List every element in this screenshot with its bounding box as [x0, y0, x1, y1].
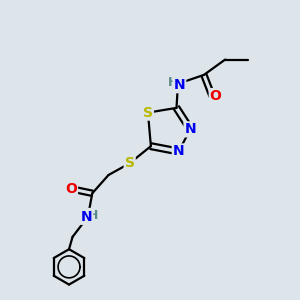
Text: N: N — [81, 210, 92, 224]
Text: N: N — [173, 145, 184, 158]
Text: H: H — [88, 209, 98, 222]
Text: S: S — [143, 106, 153, 120]
Text: N: N — [184, 122, 196, 136]
Text: O: O — [65, 182, 77, 196]
Text: S: S — [125, 156, 135, 170]
Text: N: N — [174, 78, 185, 92]
Text: O: O — [210, 89, 222, 103]
Text: H: H — [168, 76, 179, 89]
